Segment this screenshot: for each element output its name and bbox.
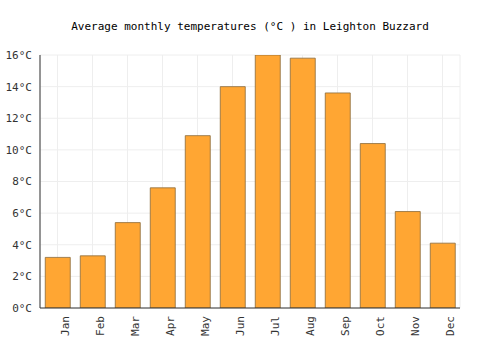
svg-text:Jul: Jul (269, 316, 282, 336)
svg-text:Dec: Dec (444, 316, 457, 336)
svg-text:0°C: 0°C (12, 302, 32, 315)
svg-text:12°C: 12°C (8, 112, 32, 125)
svg-text:Jan: Jan (59, 316, 72, 336)
svg-text:10°C: 10°C (8, 144, 32, 157)
svg-text:Sep: Sep (339, 316, 352, 336)
svg-text:Apr: Apr (164, 316, 177, 336)
svg-text:Nov: Nov (409, 316, 422, 336)
svg-text:4°C: 4°C (12, 239, 32, 252)
svg-text:Jun: Jun (234, 316, 247, 336)
svg-text:Mar: Mar (129, 316, 142, 336)
svg-text:May: May (199, 316, 212, 336)
svg-text:6°C: 6°C (12, 207, 32, 220)
svg-text:8°C: 8°C (12, 175, 32, 188)
svg-text:Oct: Oct (374, 316, 387, 336)
svg-text:14°C: 14°C (8, 81, 32, 94)
svg-text:Feb: Feb (94, 316, 107, 336)
svg-text:2°C: 2°C (12, 270, 32, 283)
html-text:Average monthly temperatures (: Average monthly temperatures (°C ) in Le… (71, 20, 429, 33)
svg-text:16°C: 16°C (8, 49, 32, 62)
svg-text:Aug: Aug (304, 316, 317, 336)
